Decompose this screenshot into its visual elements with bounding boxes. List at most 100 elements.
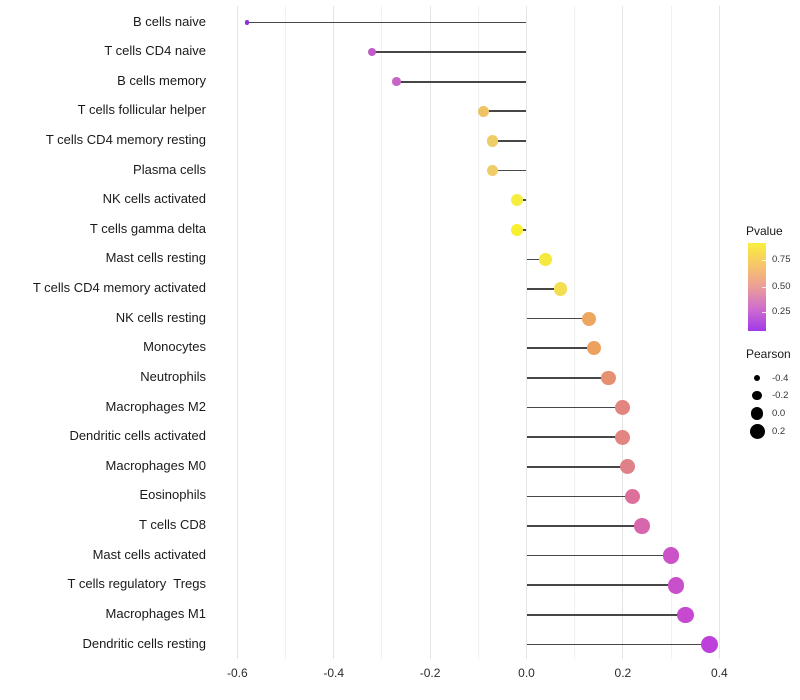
pvalue-tick-label: 0.75 xyxy=(772,254,791,266)
lollipop-dot xyxy=(677,606,694,624)
lollipop-dot xyxy=(634,518,650,534)
y-axis-label: Dendritic cells activated xyxy=(69,428,206,444)
lollipop-dot xyxy=(510,223,523,236)
y-axis-label: Eosinophils xyxy=(139,487,207,503)
lollipop-stem xyxy=(526,436,623,438)
lollipop-stem xyxy=(526,317,590,320)
lollipop-dot xyxy=(553,282,567,296)
pearson-legend: Pearson -0.4 -0.2 0.0 0.2 xyxy=(746,347,800,447)
lollipop-dot xyxy=(615,429,631,445)
lollipop-stem xyxy=(526,377,609,379)
lollipop-stem xyxy=(246,21,527,24)
lollipop-dot xyxy=(700,635,719,654)
y-axis-label: NK cells resting xyxy=(115,309,206,325)
pearson-legend-title: Pearson xyxy=(746,347,791,361)
y-axis-label: Monocytes xyxy=(143,339,206,355)
x-tick-label: 0.4 xyxy=(710,666,728,680)
lollipop-dot xyxy=(539,253,553,266)
lollipop-stem xyxy=(526,258,546,261)
y-axis-label: NK cells activated xyxy=(102,191,206,207)
x-tick-label: -0.6 xyxy=(226,666,248,680)
gridline--0.5 xyxy=(285,6,286,659)
y-axis-label: Macrophages M2 xyxy=(105,398,206,414)
pvalue-tick-label: 0.25 xyxy=(772,306,791,318)
y-axis-label: Dendritic cells resting xyxy=(82,635,206,651)
lollipop-dot xyxy=(392,77,401,87)
gridline--0.1 xyxy=(477,6,479,659)
gridline--0.6 xyxy=(236,6,238,659)
gridline-0.2 xyxy=(622,6,624,659)
x-tick-label: 0.0 xyxy=(518,666,535,680)
lollipop-stem xyxy=(526,614,686,616)
pvalue-tick-mark xyxy=(762,286,766,288)
lollipop-dot xyxy=(244,20,250,25)
y-axis-label: Neutrophils xyxy=(140,368,206,384)
y-axis-label: Mast cells activated xyxy=(92,546,206,562)
lollipop-stem xyxy=(492,140,527,142)
lollipop-stem xyxy=(492,169,527,172)
lollipop-stem xyxy=(372,51,527,53)
lollipop-stem xyxy=(526,525,643,527)
pearson-legend-dot xyxy=(753,374,761,382)
lollipop-dot xyxy=(510,194,523,207)
lollipop-dot xyxy=(667,577,685,594)
lollipop-stem xyxy=(526,584,676,587)
x-tick-label: -0.4 xyxy=(323,666,345,680)
y-axis-label: T cells CD4 memory resting xyxy=(45,131,206,147)
lollipop-dot xyxy=(477,105,489,117)
pearson-legend-label: 0.0 xyxy=(772,407,786,419)
pearson-legend-dot xyxy=(752,390,762,401)
gridline--0.4 xyxy=(333,6,335,659)
y-axis-label: B cells memory xyxy=(117,72,206,88)
lollipop-dot xyxy=(368,48,377,57)
pvalue-tick-label: 0.50 xyxy=(772,281,791,293)
y-axis-label: T cells regulatory Tregs xyxy=(67,576,206,592)
x-tick-label: -0.2 xyxy=(419,666,441,680)
y-axis-label: B cells naive xyxy=(133,13,206,29)
pvalue-legend-title: Pvalue xyxy=(746,224,783,238)
y-axis-label: T cells gamma delta xyxy=(89,220,206,236)
gridline-0.1 xyxy=(574,6,576,659)
lollipop-stem xyxy=(526,406,623,409)
pearson-legend-label: -0.4 xyxy=(772,372,789,384)
lollipop-dot xyxy=(582,311,597,326)
gridline-0.3 xyxy=(670,6,672,659)
lollipop-stem xyxy=(396,80,527,83)
y-axis-label: T cells CD8 xyxy=(139,517,206,533)
y-axis-label: T cells follicular helper xyxy=(77,102,206,118)
y-axis-label: Plasma cells xyxy=(133,161,206,177)
pearson-legend-label: 0.2 xyxy=(772,425,786,437)
lollipop-stem xyxy=(526,347,594,350)
lollipop-dot xyxy=(601,370,616,386)
lollipop-stem xyxy=(526,495,633,498)
gridline-0.4 xyxy=(718,6,720,659)
y-axis-label: Macrophages M0 xyxy=(105,457,206,473)
pearson-legend-dot xyxy=(750,407,764,420)
lollipop-dot xyxy=(615,400,631,416)
pvalue-legend: Pvalue 0.75 0.50 0.25 xyxy=(746,224,800,339)
lollipop-stem xyxy=(483,110,527,113)
lollipop-dot xyxy=(662,547,680,564)
lollipop-dot xyxy=(586,341,602,356)
lollipop-dot xyxy=(487,164,499,177)
lollipop-stem xyxy=(526,465,628,468)
y-axis-label: Mast cells resting xyxy=(105,250,206,266)
pvalue-tick-mark xyxy=(762,311,766,313)
pearson-legend-label: -0.2 xyxy=(772,390,789,402)
pearson-legend-dot xyxy=(749,423,765,439)
lollipop-stem xyxy=(526,288,561,290)
lollipop-dot xyxy=(624,488,641,505)
lollipop-dot xyxy=(487,135,499,147)
gridline--0.3 xyxy=(381,6,383,659)
lollipop-stem xyxy=(526,554,672,557)
gridline--0.2 xyxy=(429,6,431,659)
x-tick-label: 0.2 xyxy=(614,666,632,680)
gridline-0 xyxy=(526,6,527,659)
y-axis-label: T cells CD4 naive xyxy=(104,43,206,59)
y-axis-label: T cells CD4 memory activated xyxy=(32,280,206,296)
lollipop-dot xyxy=(620,459,636,475)
pvalue-colorbar xyxy=(748,243,766,331)
pvalue-tick-mark xyxy=(762,259,766,261)
lollipop-stem xyxy=(526,643,710,646)
